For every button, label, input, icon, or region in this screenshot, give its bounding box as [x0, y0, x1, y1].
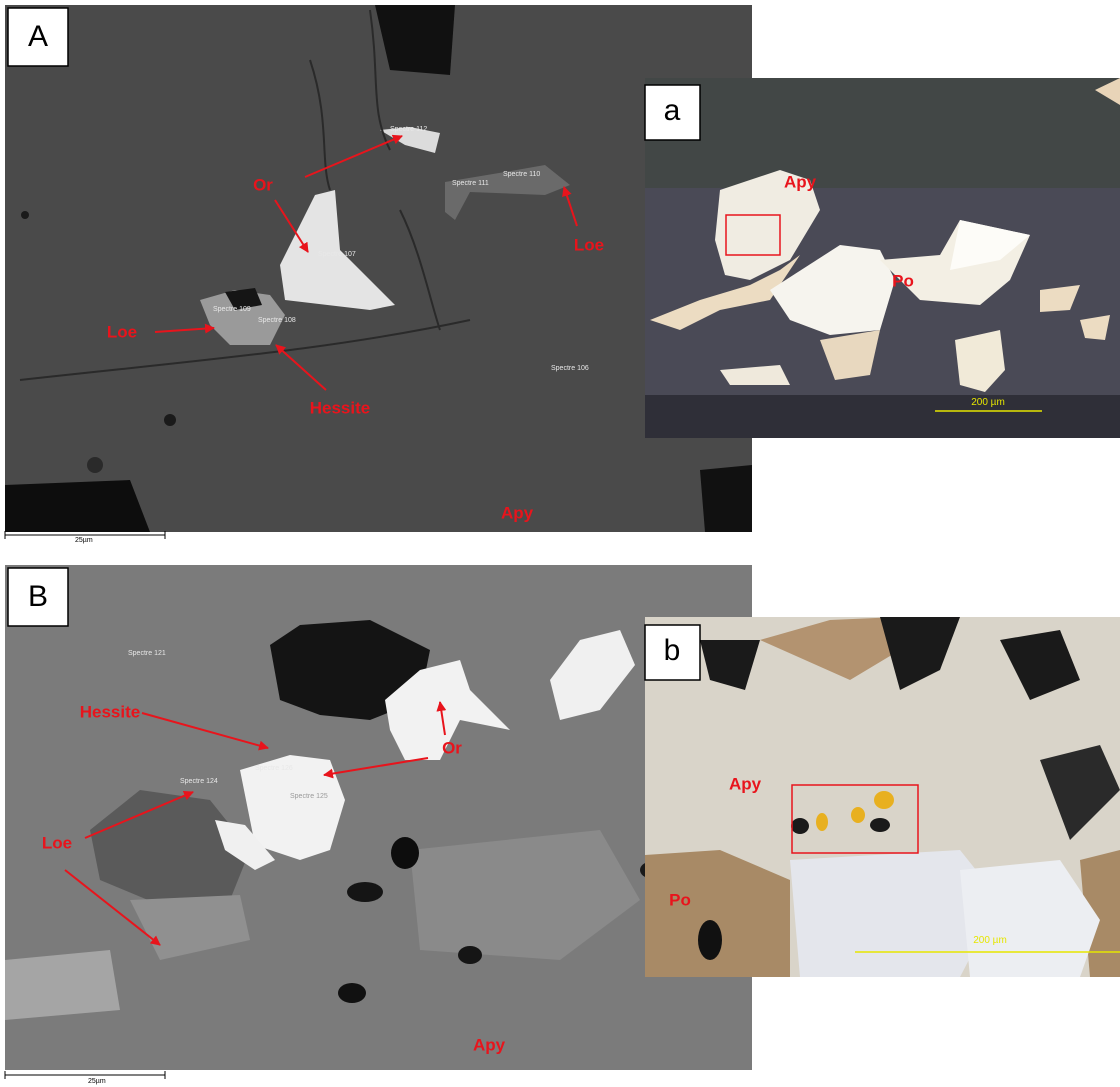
spectrum-label: Spectre 126	[255, 765, 293, 772]
panel-b-lower	[645, 617, 1120, 977]
scale-bar-label: 200 µm	[971, 397, 1005, 408]
sem-image	[5, 5, 752, 532]
spectrum-label: Spectre 108	[258, 317, 296, 324]
mineral-label: Apy	[784, 172, 817, 191]
sem-image	[347, 882, 383, 902]
panel-b-upper	[5, 565, 752, 1070]
spectrum-label: Spectre 121	[128, 650, 166, 657]
sem-image	[338, 983, 366, 1003]
optical-image	[874, 791, 894, 809]
spectrum-label: Spectre 124	[180, 778, 218, 785]
sem-image	[21, 211, 29, 219]
figure: 25µm Spectre 112 Spectre 111 Spectre 110…	[0, 0, 1120, 1087]
spectrum-label: Spectre 125	[290, 793, 328, 800]
mineral-label: Hessite	[80, 702, 140, 721]
mineral-label: Hessite	[310, 398, 370, 417]
mineral-label: Apy	[501, 503, 534, 522]
spectrum-label: Spectre 107	[318, 251, 356, 258]
mineral-label: Apy	[473, 1035, 506, 1054]
spectrum-label: Spectre 109	[213, 306, 251, 313]
optical-image	[870, 818, 890, 832]
spectrum-label: Spectre 112	[390, 126, 427, 133]
spectrum-label: Spectre 110	[503, 171, 540, 178]
sem-image	[87, 457, 103, 473]
mineral-label: Po	[669, 890, 691, 909]
mineral-label: Or	[253, 175, 273, 194]
sem-image	[458, 946, 482, 964]
optical-image	[851, 807, 865, 823]
mineral-label: Loe	[42, 833, 72, 852]
sem-image	[391, 837, 419, 869]
panel-a-lower	[645, 78, 1120, 438]
mineral-label: Loe	[574, 235, 604, 254]
sem-image	[5, 950, 120, 1020]
sem-image	[700, 465, 752, 532]
mineral-label: Or	[442, 738, 462, 757]
spectrum-label: Spectre 106	[551, 365, 589, 372]
optical-image	[816, 813, 828, 831]
optical-image	[791, 818, 809, 834]
spectrum-label: Spectre 111	[452, 180, 489, 187]
panel-label: a	[664, 94, 681, 127]
scale-bar	[5, 1071, 165, 1079]
optical-image	[645, 78, 1120, 188]
panel-label: b	[664, 634, 681, 667]
sem-image	[5, 480, 150, 532]
panel-label: A	[28, 20, 48, 53]
mineral-label: Loe	[107, 322, 137, 341]
scale-bar-label: 25µm	[75, 537, 93, 544]
panel-a-upper	[5, 5, 752, 532]
optical-image	[645, 395, 1120, 438]
sem-image	[164, 414, 176, 426]
mineral-label: Po	[892, 271, 914, 290]
panel-label: B	[28, 580, 48, 613]
scale-bar-label: 200 µm	[973, 935, 1007, 946]
scale-bar-label: 25µm	[88, 1078, 106, 1085]
mineral-label: Apy	[729, 774, 762, 793]
optical-image	[698, 920, 722, 960]
